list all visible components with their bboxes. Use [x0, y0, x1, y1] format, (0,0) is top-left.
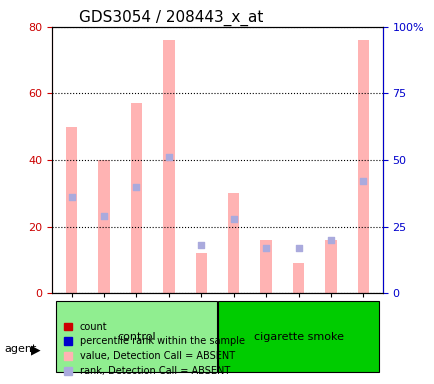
- Bar: [292, 263, 303, 293]
- Text: control: control: [117, 332, 155, 342]
- Bar: [260, 240, 271, 293]
- Text: ▶: ▶: [31, 343, 41, 356]
- Point: [230, 215, 237, 222]
- Point: [100, 213, 107, 219]
- Bar: [227, 193, 239, 293]
- Bar: [325, 240, 336, 293]
- FancyBboxPatch shape: [217, 301, 378, 372]
- Point: [165, 154, 172, 161]
- Bar: [98, 160, 109, 293]
- Bar: [195, 253, 207, 293]
- Point: [262, 245, 269, 251]
- FancyBboxPatch shape: [56, 301, 217, 372]
- Legend: count, percentile rank within the sample, value, Detection Call = ABSENT, rank, : count, percentile rank within the sample…: [61, 319, 247, 379]
- Bar: [163, 40, 174, 293]
- Bar: [66, 127, 77, 293]
- Text: agent: agent: [4, 344, 36, 354]
- Bar: [131, 103, 142, 293]
- Bar: [357, 40, 368, 293]
- Point: [327, 237, 334, 243]
- Text: GDS3054 / 208443_x_at: GDS3054 / 208443_x_at: [79, 9, 263, 25]
- Text: cigarette smoke: cigarette smoke: [253, 332, 343, 342]
- Point: [68, 194, 75, 200]
- Point: [294, 245, 301, 251]
- Point: [133, 184, 140, 190]
- Point: [197, 242, 204, 248]
- Point: [359, 178, 366, 184]
